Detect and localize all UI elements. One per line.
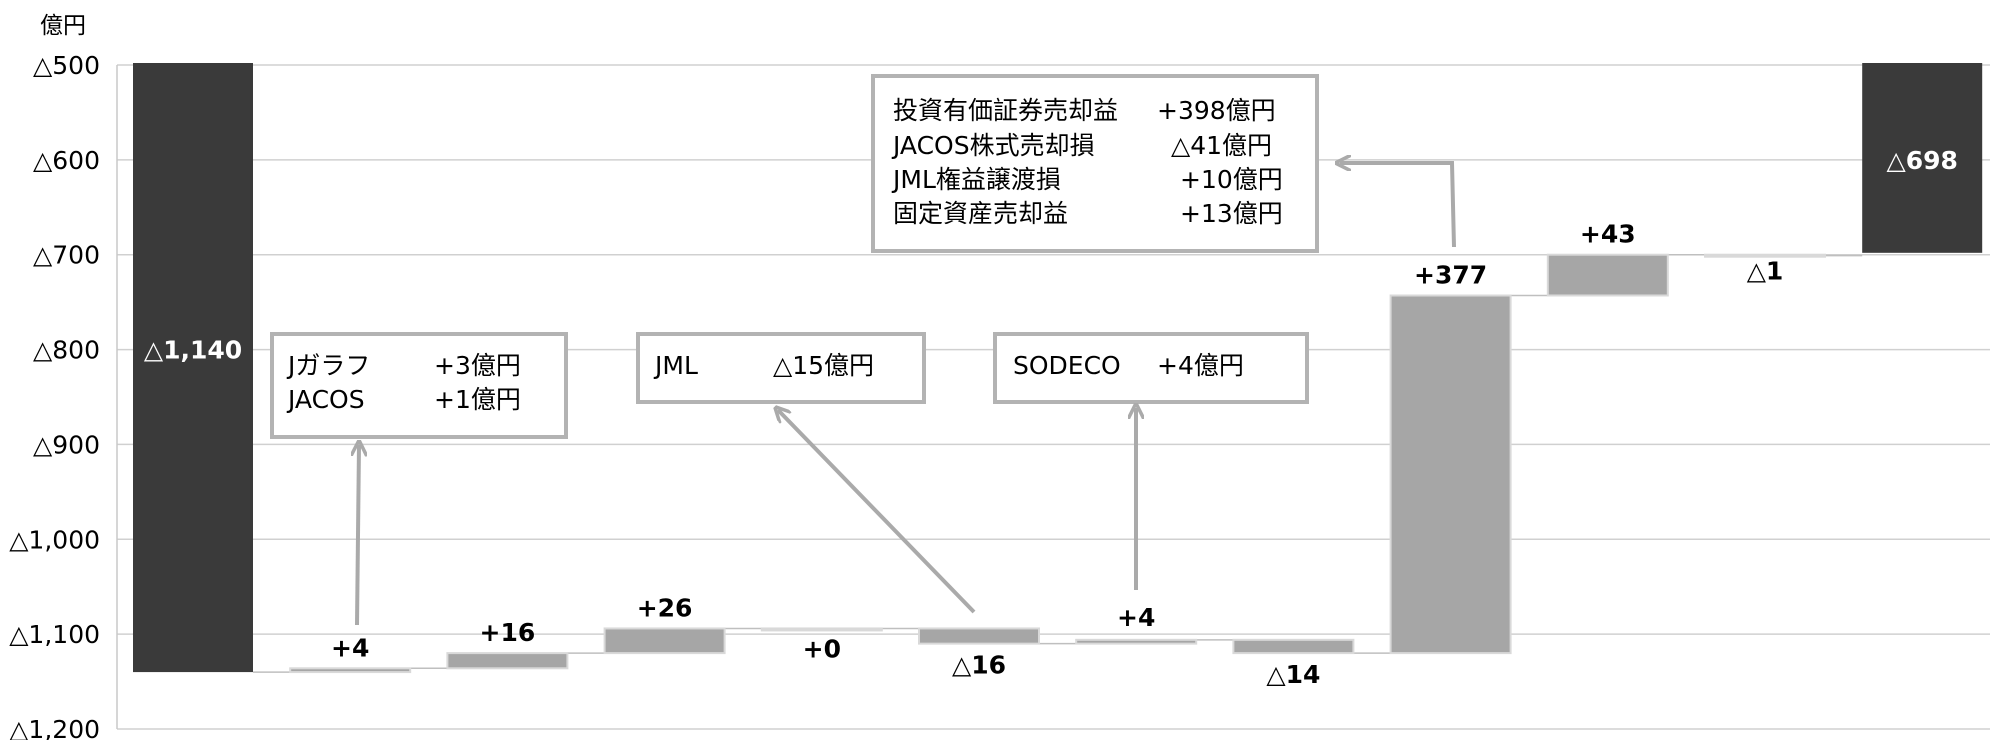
bar-value-label: +377 (1414, 261, 1487, 290)
y-tick-label: △1,200 (9, 715, 100, 740)
callout-box (871, 74, 1319, 253)
callout-sodeco: SODECO +4億円 (993, 332, 1309, 404)
bar-labels: △1,140 +4 +16 +26 +0 △16 +4 △14 +377 +43 △1 △698 (144, 146, 1958, 689)
total-bar (133, 63, 253, 673)
bar-value-label: △1,140 (144, 336, 242, 365)
bar-value-label: △1 (1747, 257, 1784, 286)
bar-value-label: +4 (1117, 603, 1155, 632)
callout-item-name: 投資有価証券売却益 (893, 96, 1118, 125)
callout-item-name: SODECO (1013, 351, 1121, 380)
callout-item-value: +13億円 (1180, 199, 1283, 228)
callout-jml: JML △15億円 (636, 332, 926, 404)
bar-value-label: +4 (331, 633, 369, 662)
y-tick-label: △800 (33, 336, 100, 365)
delta-bar (289, 667, 412, 674)
bar-value-label: △16 (952, 651, 1006, 680)
bar-value-label: △14 (1266, 660, 1320, 689)
callout-box (270, 332, 568, 439)
callout-item-value: +1億円 (434, 385, 521, 414)
callout-item-name: JACOS株式売却損 (891, 131, 1095, 160)
bar-value-label: +43 (1580, 220, 1636, 249)
callout-extraordinary: 投資有価証券売却益 +398億円 JACOS株式売却損 △41億円 JML権益譲… (871, 74, 1319, 253)
callout-item-name: Jガラフ (286, 351, 370, 380)
delta-bar (1704, 253, 1826, 258)
y-tick-label: △600 (33, 146, 100, 175)
callout-item-name: 固定資産売却益 (893, 199, 1068, 228)
callout-box (636, 332, 926, 404)
delta-bar (1232, 638, 1355, 655)
delta-bar (1075, 638, 1198, 645)
y-tick-label: △500 (33, 51, 100, 80)
delta-bar (760, 627, 883, 632)
callout-item-name: JML権益譲渡損 (891, 165, 1061, 194)
bar-value-label: +16 (480, 618, 536, 647)
y-tick-label: △900 (33, 430, 100, 459)
unit-label: 億円 (40, 13, 86, 39)
callout-item-value: +4億円 (1157, 351, 1244, 380)
callout-item-name: JACOS (286, 385, 365, 414)
bar-value-label: +26 (637, 593, 693, 622)
y-tick-label: △1,000 (9, 525, 100, 554)
y-tick-label: △1,100 (9, 620, 100, 649)
delta-bar (603, 627, 726, 655)
y-axis-ticks: △500 △600 △700 △800 △900 △1,000 △1,100 △1,200 (9, 51, 100, 740)
delta-bar (1389, 294, 1512, 655)
arrow-line (1340, 163, 1456, 248)
callout-item-value: +398億円 (1157, 96, 1276, 125)
connector-lines (253, 253, 1863, 673)
arrow-line (357, 445, 359, 626)
callout-item-value: △15億円 (773, 351, 874, 380)
callout-item-value: +3億円 (434, 351, 521, 380)
callout-item-name: JML (653, 351, 698, 380)
y-tick-label: △700 (33, 241, 100, 270)
delta-bar (1546, 253, 1669, 297)
bar-value-label: △698 (1886, 146, 1957, 175)
callout-group-companies: Jガラフ +3億円 JACOS +1億円 (270, 332, 568, 439)
callout-box (993, 332, 1309, 404)
delta-bar (918, 627, 1040, 645)
callout-item-value: +10億円 (1180, 165, 1283, 194)
arrow-line (778, 410, 976, 614)
bar-value-label: +0 (803, 634, 841, 663)
delta-bar (446, 652, 569, 670)
bars (133, 63, 1983, 674)
callout-item-value: △41億円 (1171, 131, 1272, 160)
total-bar (1862, 63, 1983, 253)
